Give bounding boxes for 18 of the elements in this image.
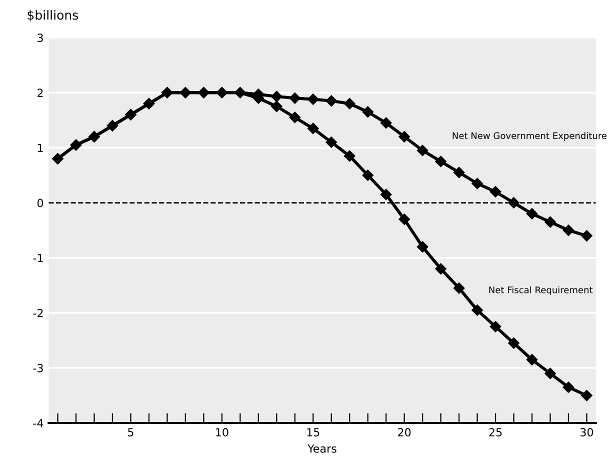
x-tick-label: 10 xyxy=(216,428,228,436)
x-tick-label: 5 xyxy=(128,428,134,436)
x-tick-label: 25 xyxy=(489,428,502,436)
x-axis-title: Years xyxy=(308,444,336,453)
y-tick-label: 3 xyxy=(38,34,43,42)
x-tick-label: 20 xyxy=(398,428,411,436)
y-tick-label: -2 xyxy=(33,308,43,318)
x-tick-label: 15 xyxy=(307,428,320,436)
y-tick-label: 0 xyxy=(37,198,44,208)
text: Net New Government Expenditure xyxy=(452,132,606,141)
x-tick-label: 30 xyxy=(580,428,594,436)
y-tick-label: -3 xyxy=(33,364,43,372)
y-tick-label: 2 xyxy=(38,88,43,97)
y-tick-label: -1 xyxy=(33,254,43,262)
y-axis-title: $billions xyxy=(28,10,78,22)
y-tick-label: 1 xyxy=(38,144,43,152)
y-tick-label: -4 xyxy=(33,419,44,428)
series-label: Net Fiscal Requirement xyxy=(489,286,593,296)
